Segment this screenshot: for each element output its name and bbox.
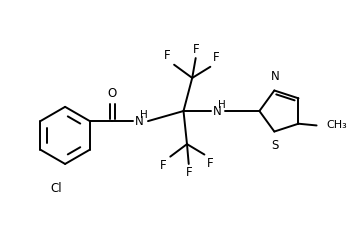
Text: O: O: [108, 87, 117, 100]
Text: N: N: [271, 70, 279, 83]
Text: F: F: [186, 166, 192, 179]
Text: CH₃: CH₃: [326, 120, 347, 131]
Text: F: F: [207, 157, 214, 170]
Text: H: H: [218, 100, 226, 110]
Text: H: H: [140, 110, 148, 120]
Text: F: F: [164, 49, 171, 62]
Text: F: F: [193, 43, 199, 56]
Text: Cl: Cl: [51, 182, 62, 195]
Text: N: N: [213, 104, 222, 117]
Text: S: S: [271, 139, 279, 152]
Text: F: F: [213, 51, 220, 64]
Text: N: N: [135, 115, 144, 128]
Text: F: F: [160, 159, 167, 172]
